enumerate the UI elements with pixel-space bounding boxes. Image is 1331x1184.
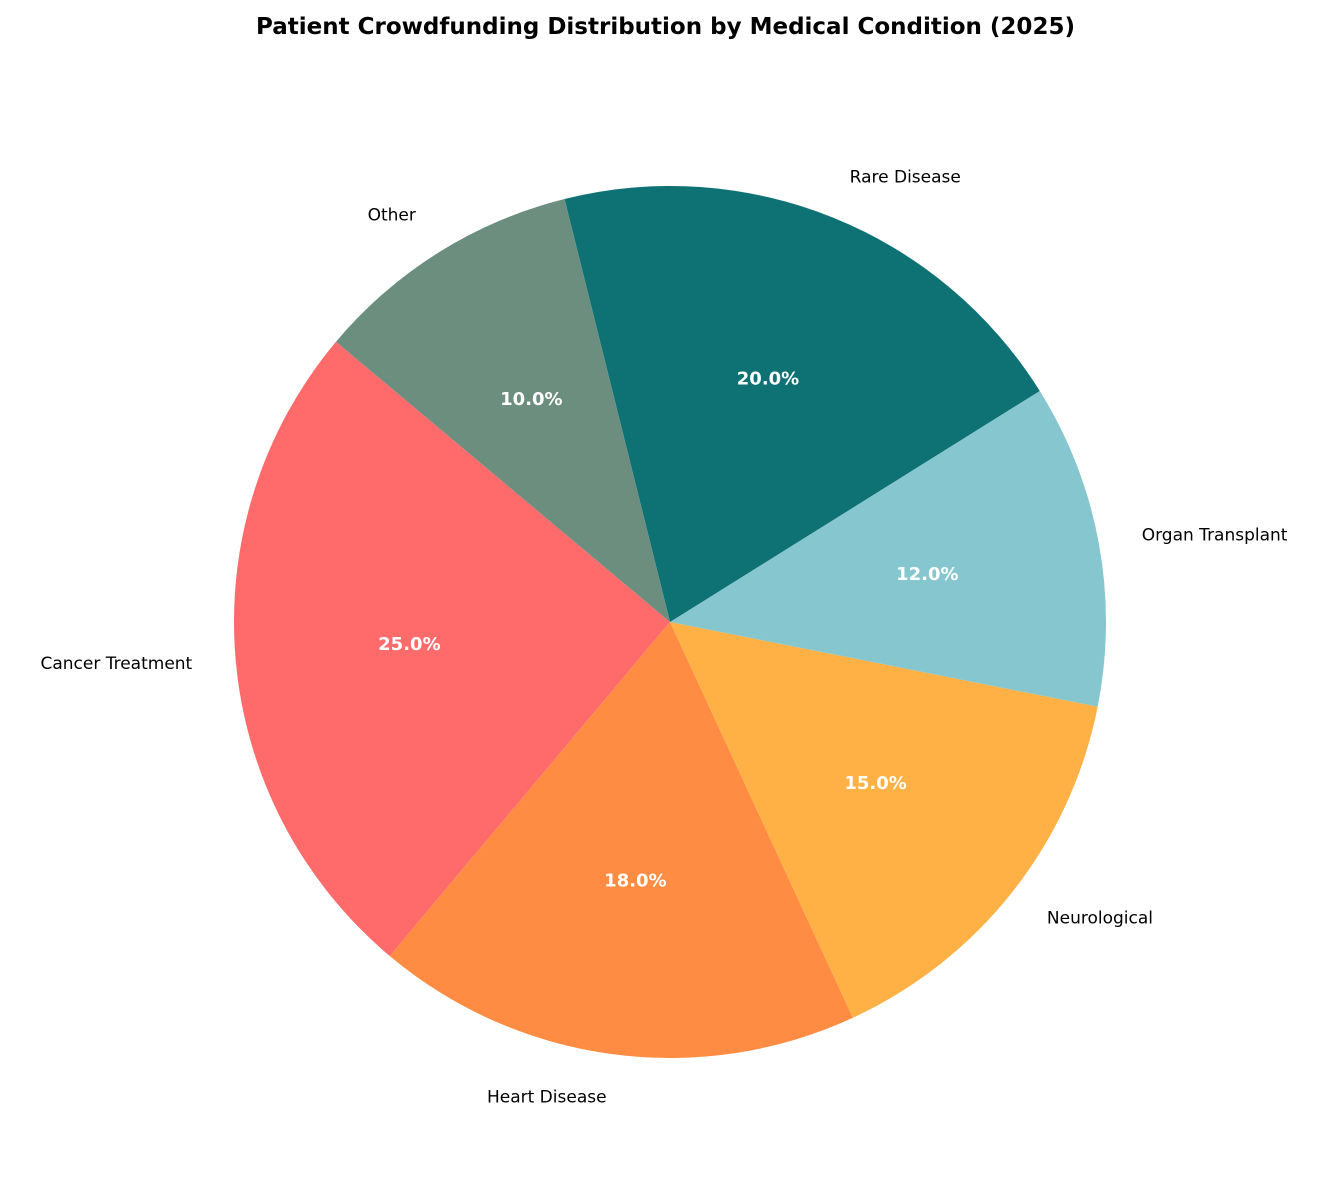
pie-slice-neurological xyxy=(670,622,1098,1018)
pie-slice-organ-transplant xyxy=(670,390,1106,707)
slice-label: Heart Disease xyxy=(487,1087,607,1107)
slice-label: Neurological xyxy=(1047,909,1153,929)
pie-slice-rare-disease xyxy=(564,186,1040,622)
slice-percent-label: 10.0% xyxy=(500,389,562,410)
chart-title: Patient Crowdfunding Distribution by Med… xyxy=(256,14,1075,40)
slice-label: Rare Disease xyxy=(850,167,961,187)
slice-percent-label: 20.0% xyxy=(737,368,799,389)
pie-slice-heart-disease xyxy=(389,622,853,1058)
slice-label: Organ Transplant xyxy=(1142,525,1288,545)
pie-slice-other xyxy=(336,198,670,623)
slice-percent-label: 18.0% xyxy=(604,870,666,891)
slice-percent-label: 25.0% xyxy=(378,634,440,655)
pie-slice-cancer-treatment xyxy=(233,341,671,956)
slice-percent-label: 12.0% xyxy=(896,564,958,585)
slice-percent-label: 15.0% xyxy=(844,773,906,794)
slice-label: Other xyxy=(368,205,416,225)
slice-label: Cancer Treatment xyxy=(40,654,192,674)
